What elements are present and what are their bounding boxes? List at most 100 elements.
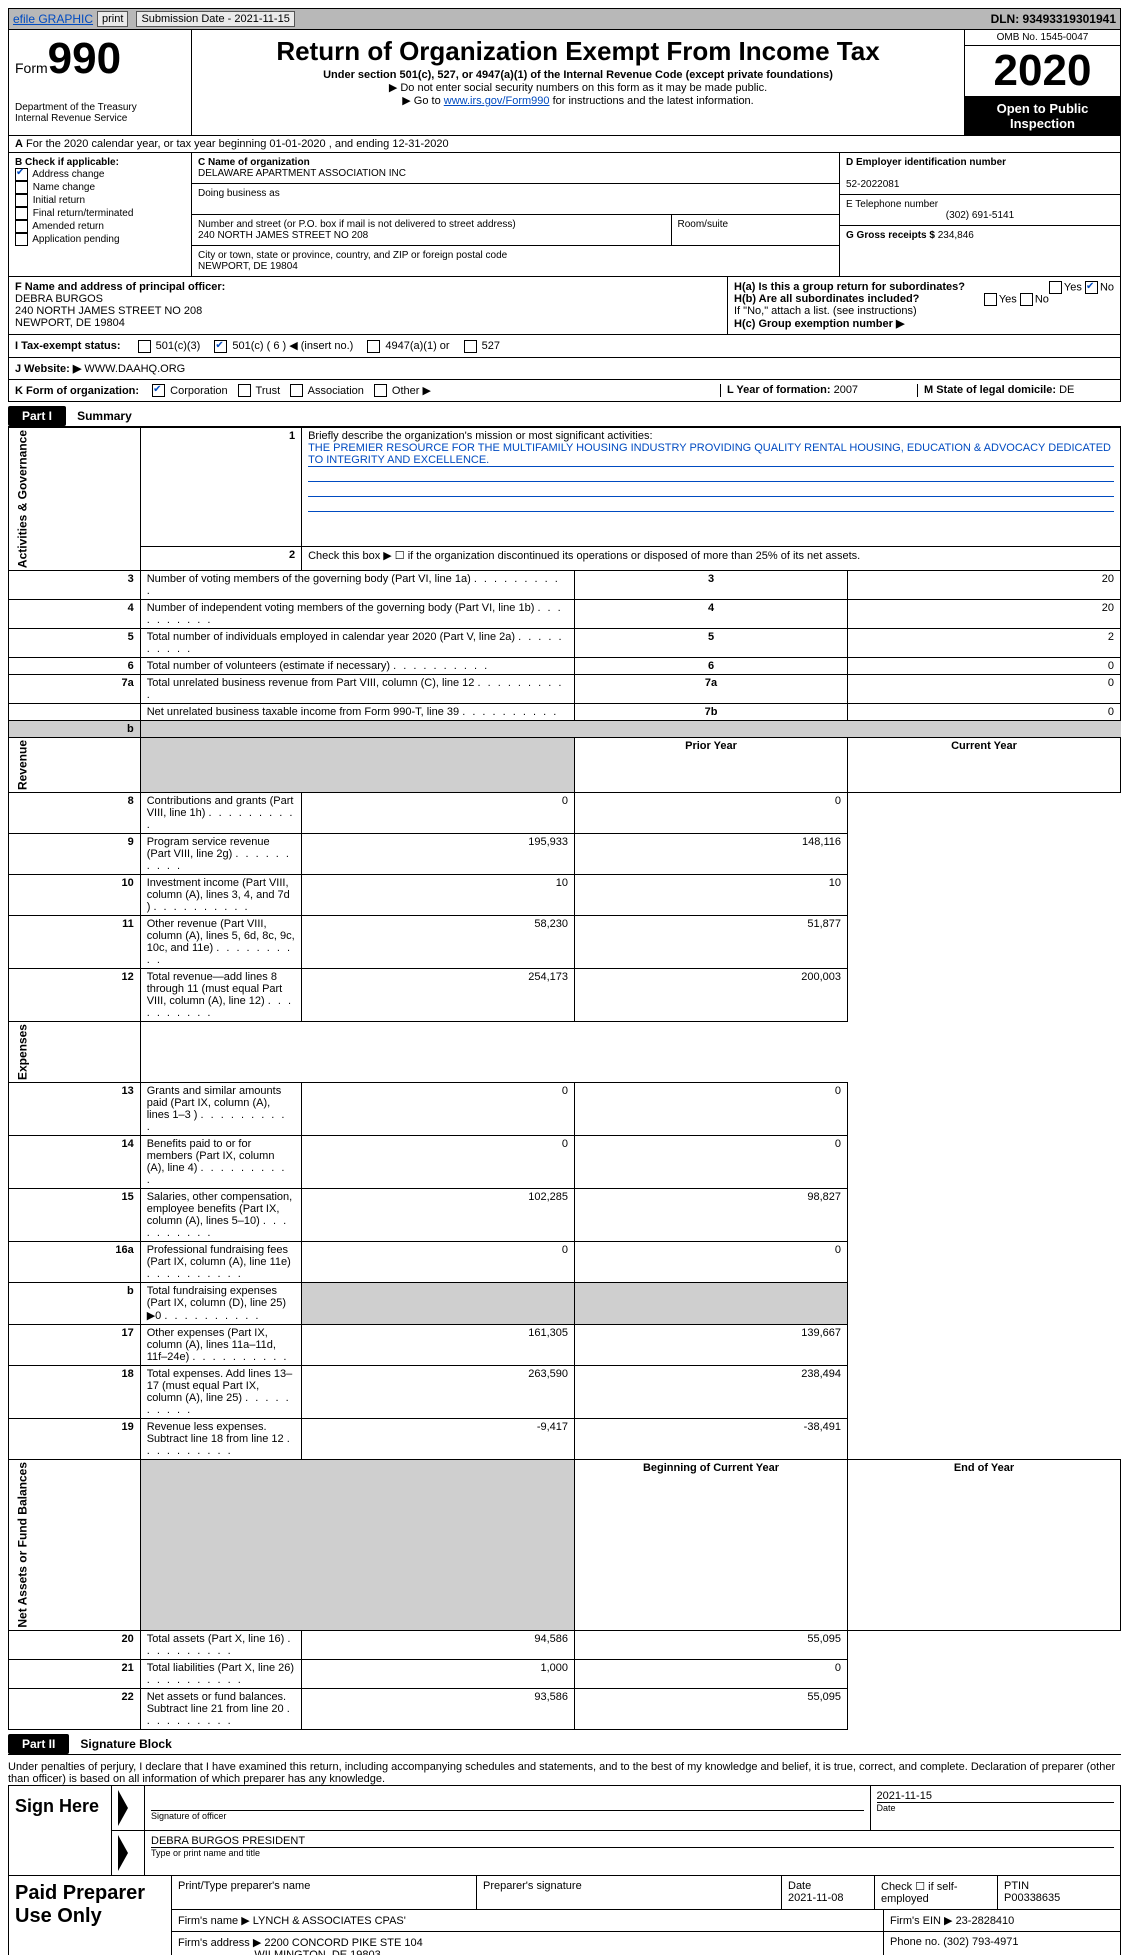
checkbox-initial-return[interactable]: Initial return [15, 194, 185, 207]
dots-icon [147, 1633, 293, 1657]
form-word: Form [15, 60, 48, 76]
header-center: Return of Organization Exempt From Incom… [192, 30, 964, 135]
paid-date-label: Date [788, 1880, 811, 1892]
ein-value: 52-2022081 [846, 179, 899, 190]
checkbox-icon[interactable] [15, 233, 28, 246]
table-row: 5Total number of individuals employed in… [9, 629, 1121, 658]
omb-number: OMB No. 1545-0047 [965, 30, 1120, 45]
city-label: City or town, state or province, country… [198, 250, 507, 261]
row-num: 16a [9, 1242, 141, 1283]
checkbox-icon[interactable] [464, 340, 477, 353]
checkbox-amended-return[interactable]: Amended return [15, 220, 185, 233]
table-row: 7aTotal unrelated business revenue from … [9, 675, 1121, 704]
self-employed-check[interactable]: Check ☐ if self-employed [875, 1876, 998, 1909]
part1-table: Activities & Governance 1 Briefly descri… [8, 427, 1121, 1730]
begin-year-header: Beginning of Current Year [575, 1460, 848, 1631]
checkbox-icon[interactable] [374, 384, 387, 397]
dots-icon [147, 1215, 288, 1239]
table-row: 17Other expenses (Part IX, column (A), l… [9, 1325, 1121, 1366]
firm-addr-label: Firm's address ▶ [178, 1937, 261, 1949]
sign-here-label: Sign Here [9, 1786, 112, 1875]
checkbox-icon[interactable] [238, 384, 251, 397]
row-num: 9 [9, 834, 141, 875]
dots-icon [147, 807, 295, 831]
checkbox-icon[interactable] [214, 340, 227, 353]
row-num: 19 [9, 1419, 141, 1460]
k-option[interactable]: Corporation [152, 385, 228, 397]
status-option[interactable]: 501(c) ( 6 ) ◀ (insert no.) [214, 340, 353, 352]
row-num: 18 [9, 1366, 141, 1419]
table-row: 13Grants and similar amounts paid (Part … [9, 1083, 1121, 1136]
checkbox-icon[interactable] [290, 384, 303, 397]
tax-year: 2020 [965, 45, 1120, 97]
firm-name-label: Firm's name ▶ [178, 1915, 250, 1927]
checkbox-icon[interactable] [15, 220, 28, 233]
prior-value: 195,933 [302, 834, 575, 875]
ha-label: H(a) Is this a group return for subordin… [734, 281, 965, 293]
checkbox-application-pending[interactable]: Application pending [15, 233, 185, 246]
checkbox-icon[interactable] [152, 384, 165, 397]
part2-title: Signature Block [72, 1734, 179, 1754]
dots-icon [147, 1162, 287, 1186]
dots-icon [393, 660, 489, 672]
print-button[interactable]: print [97, 11, 128, 27]
current-value: -38,491 [575, 1419, 848, 1460]
dots-icon [164, 1310, 260, 1322]
row-desc: Other revenue (Part VIII, column (A), li… [140, 916, 301, 969]
row-ref: 4 [575, 600, 848, 629]
table-row: 11Other revenue (Part VIII, column (A), … [9, 916, 1121, 969]
line-a: A For the 2020 calendar year, or tax yea… [8, 136, 1121, 153]
status-option[interactable]: 4947(a)(1) or [367, 340, 449, 352]
officer-printed-name: DEBRA BURGOS PRESIDENT [151, 1835, 1114, 1847]
table-row: 4Number of independent voting members of… [9, 600, 1121, 629]
k-option[interactable]: Association [290, 385, 364, 397]
checkbox-icon[interactable] [138, 340, 151, 353]
dots-icon [147, 848, 291, 872]
checkbox-icon[interactable] [15, 168, 28, 181]
row-num: b [9, 1283, 141, 1325]
checkbox-name-change[interactable]: Name change [15, 181, 185, 194]
row-desc: Salaries, other compensation, employee b… [140, 1189, 301, 1242]
phone-value: (302) 691-5141 [846, 210, 1114, 221]
section-j: J Website: ▶ WWW.DAAHQ.ORG [8, 358, 1121, 380]
checkbox-icon[interactable] [15, 181, 28, 194]
current-value: 55,095 [575, 1688, 848, 1729]
efile-link[interactable]: efile GRAPHIC [13, 12, 93, 26]
form-title: Return of Organization Exempt From Incom… [200, 36, 956, 67]
row-desc: Other expenses (Part IX, column (A), lin… [140, 1325, 301, 1366]
ha-yes-checkbox[interactable] [1049, 281, 1062, 294]
irs-link[interactable]: www.irs.gov/Form990 [444, 95, 550, 107]
current-value: 200,003 [575, 969, 848, 1022]
ha-no-checkbox[interactable] [1085, 281, 1098, 294]
row-desc: Benefits paid to or for members (Part IX… [140, 1136, 301, 1189]
paid-date-value: 2021-11-08 [788, 1892, 843, 1904]
instruction-2: ▶ Go to www.irs.gov/Form990 for instruct… [200, 94, 956, 107]
checkbox-icon[interactable] [367, 340, 380, 353]
hb-no-checkbox[interactable] [1020, 293, 1033, 306]
status-option[interactable]: 501(c)(3) [138, 340, 201, 352]
mission-text: THE PREMIER RESOURCE FOR THE MULTIFAMILY… [308, 442, 1114, 467]
current-value: 10 [575, 875, 848, 916]
no-label-2: No [1035, 293, 1049, 305]
part1-title: Summary [69, 406, 140, 426]
addr-label: Number and street (or P.O. box if mail i… [198, 219, 516, 230]
status-option[interactable]: 527 [464, 340, 500, 352]
prior-value [302, 1283, 575, 1325]
table-row: 6Total number of volunteers (estimate if… [9, 658, 1121, 675]
preparer-name-label: Print/Type preparer's name [172, 1876, 477, 1909]
row-num: 15 [9, 1189, 141, 1242]
k-option[interactable]: Trust [238, 385, 281, 397]
row-desc: Total revenue—add lines 8 through 11 (mu… [140, 969, 301, 1022]
checkbox-address-change[interactable]: Address change [15, 168, 185, 181]
checkbox-icon[interactable] [15, 194, 28, 207]
dba-label: Doing business as [198, 188, 280, 199]
k-option[interactable]: Other ▶ [374, 385, 431, 397]
blank-cell [140, 1460, 574, 1631]
row-num: 20 [9, 1630, 141, 1659]
hb-yes-checkbox[interactable] [984, 293, 997, 306]
form-header: Form990 Department of the Treasury Inter… [8, 30, 1121, 136]
room-label: Room/suite [678, 219, 729, 230]
table-row: 16aProfessional fundraising fees (Part I… [9, 1242, 1121, 1283]
checkbox-icon[interactable] [15, 207, 28, 220]
checkbox-final-return-terminated[interactable]: Final return/terminated [15, 207, 185, 220]
